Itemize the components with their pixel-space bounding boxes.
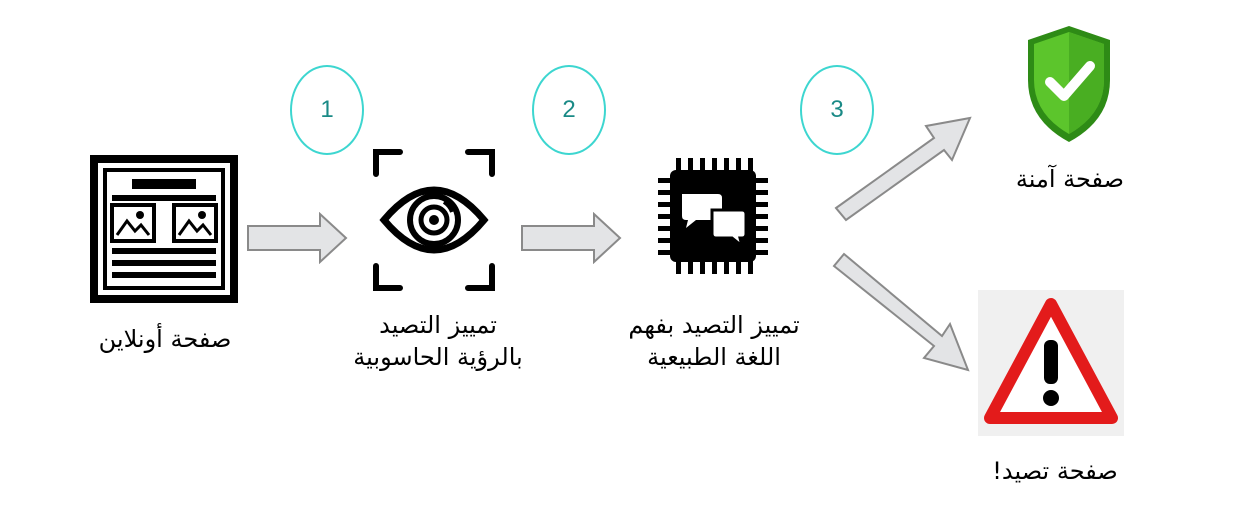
chip-chat-icon	[656, 156, 770, 276]
online-page-label: صفحة أونلاين	[98, 325, 232, 353]
shield-check-icon	[1024, 24, 1114, 144]
arrow-right-icon	[246, 211, 350, 265]
arrow-down-right-icon	[828, 250, 978, 380]
vision-label-line1: تمييز التصيد	[379, 311, 497, 339]
arrow-up-right-icon	[830, 108, 980, 226]
vision-label-line2: بالرؤية الحاسوبية	[353, 343, 523, 371]
eye-scan-icon	[368, 144, 500, 296]
safe-page-label: صفحة آمنة	[1015, 165, 1125, 193]
nlp-label-line1: تمييز التصيد بفهم	[628, 311, 800, 339]
phishing-page-label: صفحة تصيد!	[992, 457, 1118, 485]
step-1-badge: 1	[290, 65, 364, 155]
warning-icon	[978, 290, 1124, 436]
arrow-right-icon	[520, 211, 624, 265]
step-2-badge: 2	[532, 65, 606, 155]
nlp-label-line2: اللغة الطبيعية	[647, 343, 781, 371]
step-3-badge: 3	[800, 65, 874, 155]
online-page-icon	[90, 155, 238, 303]
